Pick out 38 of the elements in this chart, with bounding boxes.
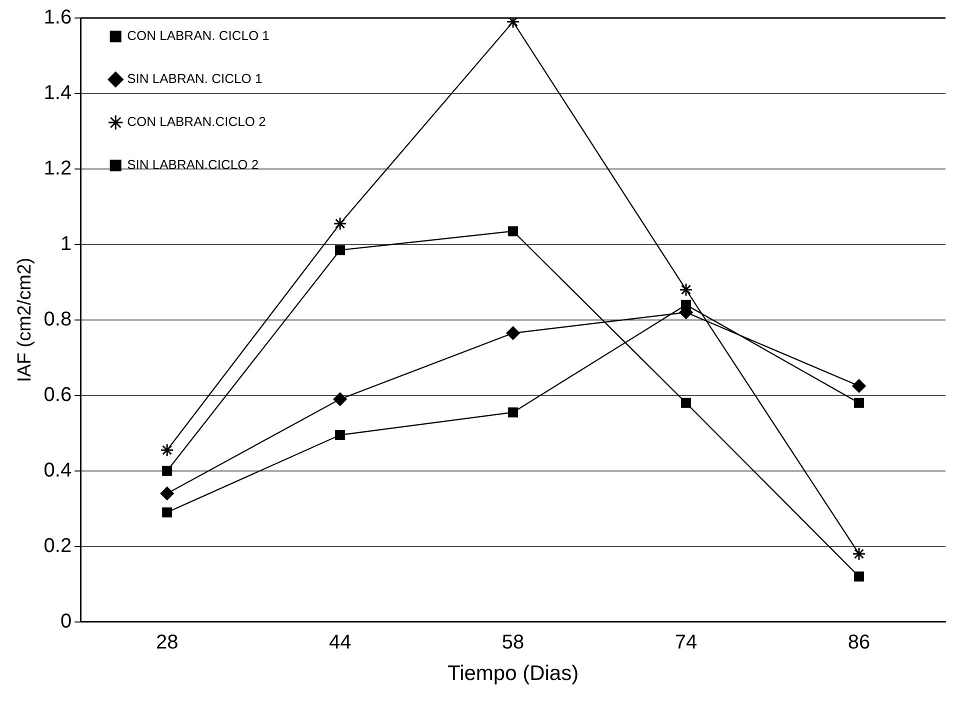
x-tick-label: 28 (156, 631, 178, 654)
y-tick-label: 1.4 (44, 82, 72, 104)
x-tick-label: 44 (328, 631, 352, 654)
point (333, 216, 347, 230)
legend-label: CON LABRAN. CICLO 1 (127, 28, 270, 44)
y-tick-label: 0.6 (44, 384, 72, 406)
point (335, 245, 346, 256)
x-tick-label: 58 (502, 631, 524, 654)
point (854, 572, 864, 582)
y-tick-label: 0.4 (44, 459, 72, 482)
x-axis-title: Tiempo (Dias) (448, 662, 579, 686)
point (679, 282, 693, 296)
point (681, 398, 692, 408)
point (681, 300, 692, 310)
point (160, 443, 174, 457)
y-axis-title: IAF (cm2/cm2) (14, 258, 36, 382)
point (160, 486, 174, 500)
point (852, 547, 866, 561)
point (506, 326, 520, 340)
x-tick-label: 86 (848, 631, 870, 654)
point (335, 430, 346, 440)
legend-label: CON LABRAN.CICLO 2 (127, 114, 266, 130)
point (852, 379, 866, 393)
legend-label: SIN LABRAN.CICLO 2 (127, 157, 259, 172)
y-tick-label: 0.2 (44, 534, 72, 557)
y-tick-label: 1.2 (44, 157, 72, 180)
point (162, 507, 172, 518)
y-tick-label: 1.6 (44, 6, 72, 29)
point (162, 466, 172, 476)
point (333, 392, 347, 406)
point (508, 226, 518, 236)
x-tick-label: 74 (674, 631, 698, 654)
y-tick-label: 0.8 (44, 308, 72, 330)
y-tick-label: 0 (60, 610, 72, 632)
y-tick-label: 1 (60, 232, 72, 255)
point (854, 398, 864, 408)
legend-label: SIN LABRAN. CICLO 1 (127, 71, 262, 86)
point (508, 407, 518, 418)
